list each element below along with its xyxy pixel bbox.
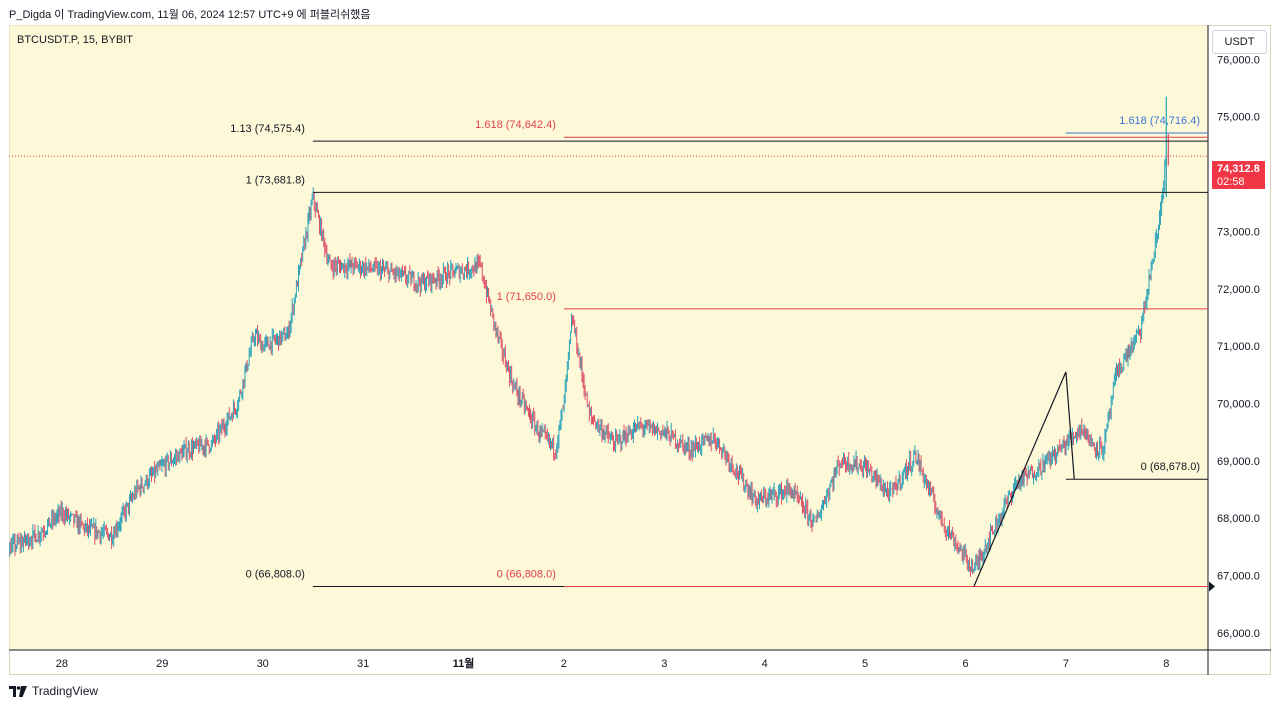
y-tick-label: 73,000.0 — [1217, 226, 1260, 238]
y-tick-label: 68,000.0 — [1217, 513, 1260, 525]
y-tick-label: 66,000.0 — [1217, 628, 1260, 640]
fib-level-label: 0 (66,808.0) — [246, 568, 305, 580]
last-price-tag: 74,312.8 02:58 — [1212, 161, 1265, 189]
publish-caption: P_Digda 이 TradingView.com, 11월 06, 2024 … — [9, 9, 371, 21]
x-tick-label: 30 — [257, 658, 269, 670]
y-tick-label: 76,000.0 — [1217, 54, 1260, 66]
x-tick-label: 6 — [962, 658, 968, 670]
x-tick-label: 8 — [1163, 658, 1169, 670]
tradingview-logo-icon — [9, 685, 27, 697]
x-tick-label: 4 — [762, 658, 768, 670]
candle-countdown: 02:58 — [1217, 176, 1245, 188]
y-tick-label: 69,000.0 — [1217, 456, 1260, 468]
x-tick-label: 11월 — [453, 656, 475, 670]
y-tick-label: 67,000.0 — [1217, 570, 1260, 582]
footer-brand[interactable]: TradingView — [9, 684, 98, 698]
fib-level-label: 0 (68,678.0) — [1141, 461, 1200, 473]
symbol-label: BTCUSDT.P, 15, BYBIT — [17, 34, 133, 46]
fib-level-label: 1.618 (74,642.4) — [475, 119, 556, 131]
x-tick-label: 7 — [1063, 658, 1069, 670]
trend-line — [973, 371, 1067, 587]
fib-level-label: 1 (71,650.0) — [497, 291, 556, 303]
plot-background — [9, 25, 1208, 650]
y-tick-label: 72,000.0 — [1217, 284, 1260, 296]
fib-level-label: 1.13 (74,575.4) — [230, 123, 305, 135]
alert-marker-icon — [1209, 581, 1215, 592]
fib-level-label: 1.618 (74,716.4) — [1119, 115, 1200, 127]
fib-level-label: 0 (66,808.0) — [497, 568, 556, 580]
candlestick-chart[interactable]: 76,000.075,000.074,000.073,000.072,000.0… — [9, 25, 1271, 675]
y-tick-label: 70,000.0 — [1217, 398, 1260, 410]
fib-level-label: 1 (73,681.8) — [246, 174, 305, 186]
x-tick-label: 31 — [357, 658, 369, 670]
x-tick-label: 3 — [661, 658, 667, 670]
x-tick-label: 2 — [561, 658, 567, 670]
x-tick-label: 5 — [862, 658, 868, 670]
currency-selector[interactable]: USDT — [1212, 30, 1267, 54]
trend-line — [1065, 371, 1075, 480]
footer-brand-label: TradingView — [32, 684, 99, 698]
x-tick-label: 29 — [156, 658, 168, 670]
candle-group — [9, 96, 1169, 577]
y-tick-label: 71,000.0 — [1217, 341, 1260, 353]
y-tick-label: 75,000.0 — [1217, 112, 1260, 124]
last-price-value: 74,312.8 — [1217, 163, 1260, 175]
x-tick-label: 28 — [56, 658, 68, 670]
